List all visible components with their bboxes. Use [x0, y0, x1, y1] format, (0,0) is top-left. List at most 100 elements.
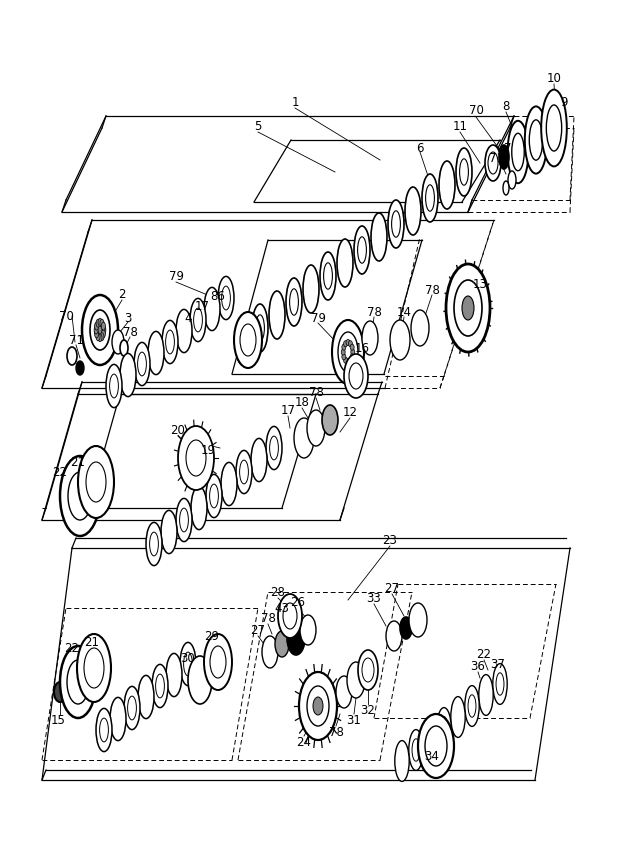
Ellipse shape: [338, 332, 358, 372]
Ellipse shape: [439, 161, 455, 209]
Ellipse shape: [411, 310, 429, 346]
Ellipse shape: [138, 675, 154, 718]
Text: 79: 79: [169, 270, 184, 282]
Ellipse shape: [255, 315, 264, 341]
Ellipse shape: [206, 474, 222, 517]
Ellipse shape: [204, 287, 220, 331]
Ellipse shape: [252, 304, 268, 352]
Text: 27: 27: [384, 582, 399, 594]
Text: 78: 78: [329, 726, 343, 739]
Text: 16: 16: [355, 342, 370, 354]
Ellipse shape: [465, 685, 479, 727]
Ellipse shape: [180, 643, 196, 685]
Ellipse shape: [166, 654, 182, 696]
Ellipse shape: [350, 344, 354, 350]
Text: 14: 14: [397, 305, 412, 319]
Ellipse shape: [221, 286, 231, 310]
Ellipse shape: [102, 322, 105, 330]
Ellipse shape: [322, 405, 338, 435]
Ellipse shape: [342, 344, 346, 350]
Ellipse shape: [303, 265, 319, 313]
Ellipse shape: [459, 159, 468, 185]
Ellipse shape: [409, 729, 423, 770]
Text: 78: 78: [366, 305, 381, 319]
Ellipse shape: [161, 510, 177, 554]
Ellipse shape: [204, 634, 232, 690]
Ellipse shape: [343, 357, 348, 363]
Text: 71: 71: [489, 152, 503, 165]
Ellipse shape: [418, 714, 454, 778]
Text: 78: 78: [309, 386, 324, 399]
Text: 1: 1: [291, 96, 299, 109]
Ellipse shape: [300, 615, 316, 645]
Ellipse shape: [54, 682, 66, 702]
Ellipse shape: [390, 320, 410, 360]
Ellipse shape: [110, 697, 126, 740]
Ellipse shape: [96, 332, 100, 341]
Text: 19: 19: [200, 444, 216, 456]
Text: 22: 22: [53, 466, 68, 478]
Ellipse shape: [100, 718, 108, 742]
Ellipse shape: [176, 499, 192, 542]
Text: 21: 21: [84, 635, 99, 649]
Ellipse shape: [112, 330, 124, 354]
Ellipse shape: [496, 672, 504, 695]
Ellipse shape: [425, 726, 447, 766]
Ellipse shape: [76, 361, 84, 375]
Ellipse shape: [77, 634, 111, 702]
Ellipse shape: [437, 707, 451, 749]
Ellipse shape: [294, 418, 314, 458]
Ellipse shape: [266, 427, 282, 470]
Ellipse shape: [336, 676, 352, 708]
Ellipse shape: [348, 357, 352, 363]
Ellipse shape: [454, 280, 482, 336]
Ellipse shape: [423, 718, 437, 760]
Text: 86: 86: [211, 289, 226, 303]
Ellipse shape: [400, 617, 412, 639]
Ellipse shape: [388, 200, 404, 248]
Ellipse shape: [95, 322, 99, 330]
Ellipse shape: [236, 450, 252, 494]
Ellipse shape: [270, 436, 278, 460]
Text: 71: 71: [68, 333, 84, 347]
Ellipse shape: [456, 148, 472, 196]
Ellipse shape: [98, 318, 102, 326]
Text: 5: 5: [254, 120, 262, 132]
Ellipse shape: [541, 90, 567, 166]
Text: 79: 79: [311, 311, 326, 325]
Ellipse shape: [96, 319, 100, 327]
Ellipse shape: [440, 717, 448, 739]
Text: 18: 18: [294, 395, 309, 409]
Ellipse shape: [82, 295, 118, 365]
Ellipse shape: [508, 120, 528, 183]
Ellipse shape: [405, 187, 421, 235]
Ellipse shape: [362, 658, 374, 682]
Ellipse shape: [262, 636, 278, 668]
Ellipse shape: [307, 410, 325, 446]
Ellipse shape: [146, 522, 162, 566]
Ellipse shape: [347, 662, 365, 698]
Ellipse shape: [341, 349, 345, 355]
Ellipse shape: [446, 264, 490, 352]
Ellipse shape: [60, 456, 100, 536]
Ellipse shape: [395, 740, 409, 781]
Ellipse shape: [178, 426, 214, 490]
Ellipse shape: [343, 341, 348, 347]
Ellipse shape: [275, 631, 289, 657]
Text: 24: 24: [296, 735, 311, 749]
Ellipse shape: [124, 686, 140, 729]
Text: 26: 26: [291, 595, 306, 609]
Ellipse shape: [512, 133, 525, 170]
Ellipse shape: [251, 438, 267, 482]
Ellipse shape: [324, 263, 332, 289]
Text: 36: 36: [471, 660, 485, 672]
Ellipse shape: [110, 374, 118, 398]
Ellipse shape: [546, 105, 562, 151]
Ellipse shape: [488, 152, 498, 174]
Text: 7: 7: [504, 142, 511, 154]
Text: 22: 22: [64, 641, 79, 655]
Ellipse shape: [508, 171, 516, 189]
Ellipse shape: [313, 697, 323, 715]
Ellipse shape: [102, 330, 105, 338]
Ellipse shape: [95, 320, 105, 340]
